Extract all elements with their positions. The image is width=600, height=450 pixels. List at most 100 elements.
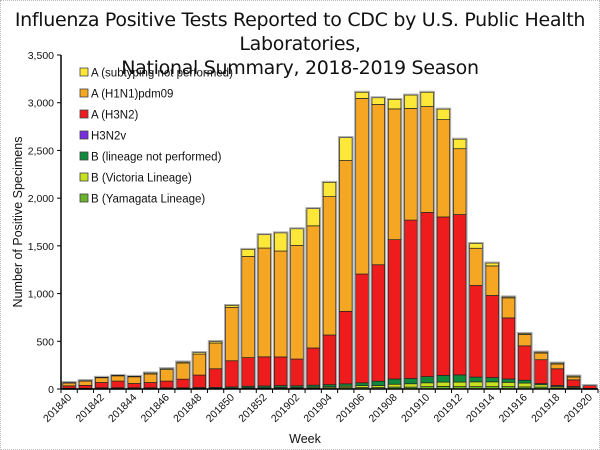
bar-segment xyxy=(469,381,483,387)
bar-segment xyxy=(160,368,174,370)
bar-segment xyxy=(322,334,337,385)
bar-segment xyxy=(160,380,174,389)
legend-label: A (H1N1)pdm09 xyxy=(91,89,173,101)
x-tick-label: 201840 xyxy=(41,392,74,425)
bar-segment xyxy=(94,376,109,379)
bar-segment xyxy=(94,377,109,383)
legend-swatch xyxy=(79,88,89,98)
bar-segment xyxy=(306,208,320,227)
legend-label: B (lineage not performed) xyxy=(91,152,222,164)
bar-segment xyxy=(257,356,272,387)
legend-label: B (Victoria Lineage) xyxy=(91,173,192,185)
bar-stack-201844 xyxy=(126,374,142,390)
bar-segment xyxy=(566,379,581,387)
bar-stack-201905 xyxy=(338,136,354,390)
bar-segment xyxy=(355,98,369,275)
bar-segment xyxy=(273,356,288,386)
bar-segment xyxy=(160,369,174,382)
bar-segment xyxy=(404,94,418,109)
bar-stack-201917 xyxy=(533,350,549,390)
x-tick-label: 201844 xyxy=(106,392,139,425)
x-tick-label: 201902 xyxy=(269,392,302,425)
bar-segment xyxy=(518,345,532,381)
x-tick-label: 201918 xyxy=(529,392,562,425)
bar-segment xyxy=(176,378,190,389)
chart-title-line-1: Influenza Positive Tests Reported to CDC… xyxy=(14,9,586,55)
bar-segment xyxy=(290,358,304,387)
bar-segment xyxy=(290,245,304,360)
bar-segment xyxy=(518,382,532,388)
bar-segment xyxy=(469,247,483,286)
bar-segment xyxy=(208,342,223,370)
bar-segment xyxy=(208,341,223,344)
bar-segment xyxy=(436,119,451,218)
bar-segment xyxy=(273,232,288,252)
y-tick-label: 3,000 xyxy=(28,98,54,110)
bar-stack-201845 xyxy=(142,371,159,390)
bar-segment xyxy=(566,375,581,378)
x-axis-title: Week xyxy=(289,432,321,446)
bar-segment xyxy=(208,368,223,388)
bar-segment xyxy=(404,108,418,221)
bar-segment xyxy=(176,361,190,364)
bar-segment xyxy=(192,353,207,376)
x-tick-label: 201850 xyxy=(204,392,237,425)
bar-segment xyxy=(225,360,239,388)
bar-segment xyxy=(485,262,499,267)
legend-item: B (lineage not performed) xyxy=(79,151,222,164)
legend-swatch xyxy=(79,109,89,119)
bar-segment xyxy=(404,378,418,385)
x-tick-label: 201852 xyxy=(236,392,269,425)
bar-segment xyxy=(339,383,353,387)
bar-segment xyxy=(436,216,451,376)
bar-segment xyxy=(485,295,499,378)
bar-segment xyxy=(62,385,76,389)
bar-segment xyxy=(306,347,320,386)
bar-segment xyxy=(339,160,353,312)
x-tick-label: 201908 xyxy=(366,392,399,425)
legend-item: B (Victoria Lineage) xyxy=(79,172,192,185)
bar-segment xyxy=(550,363,565,370)
bar-segment xyxy=(501,381,516,387)
bar-segment xyxy=(111,380,125,389)
x-tick-label: 201906 xyxy=(334,392,367,425)
bars-layer xyxy=(61,90,598,390)
bar-segment xyxy=(452,381,467,387)
bar-segment xyxy=(127,376,141,384)
bar-segment xyxy=(241,256,255,358)
legend-label: B (Yamagata Lineage) xyxy=(91,194,205,206)
bar-segment xyxy=(501,378,516,383)
bar-stack-201902 xyxy=(289,227,305,390)
bar-segment xyxy=(501,297,516,319)
bar-segment xyxy=(469,285,483,378)
bar-segment xyxy=(452,148,467,215)
legend-item: A (subtyping not performed) xyxy=(79,68,233,80)
bar-segment xyxy=(420,212,434,377)
bar-segment xyxy=(225,306,239,362)
y-tick-label: 2,500 xyxy=(28,145,54,157)
bar-segment xyxy=(62,382,76,387)
legend-label: A (subtyping not performed) xyxy=(91,68,233,80)
bar-segment xyxy=(550,368,565,386)
bar-segment xyxy=(583,385,597,389)
legend-swatch xyxy=(79,172,89,182)
bar-stack-201843 xyxy=(110,373,126,390)
bar-segment xyxy=(371,264,386,382)
bar-stack-201846 xyxy=(159,367,175,390)
bar-segment xyxy=(566,376,581,381)
bar-segment xyxy=(404,219,418,379)
bar-segment xyxy=(452,138,467,150)
bar-segment xyxy=(143,373,158,383)
legend-swatch xyxy=(79,151,89,161)
bar-segment xyxy=(469,376,483,383)
bar-segment xyxy=(339,310,353,385)
x-tick-label: 201848 xyxy=(171,392,204,425)
bar-segment xyxy=(518,334,532,347)
bar-segment xyxy=(290,228,304,246)
bar-segment xyxy=(404,383,418,388)
chart-title: Influenza Positive Tests Reported to CDC… xyxy=(0,8,600,80)
bar-stack-201907 xyxy=(370,96,387,390)
bar-segment xyxy=(387,239,402,380)
bar-segment xyxy=(485,381,499,387)
